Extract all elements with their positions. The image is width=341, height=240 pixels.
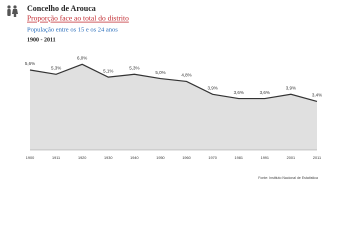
x-tick-label: 1900 [26, 156, 34, 160]
x-tick-label: 2001 [287, 156, 295, 160]
line [29, 63, 318, 103]
x-tick-label: 1950 [156, 156, 164, 160]
x-tick-label: 2011 [313, 156, 321, 160]
data-label: 5,0% [155, 70, 165, 75]
x-tick-label: 1911 [52, 156, 60, 160]
x-tick-label: 1981 [235, 156, 243, 160]
data-label: 4,8% [181, 73, 191, 78]
data-label: 5,3% [51, 65, 61, 70]
source-note: Fonte: Instituto Nacional de Estatística [258, 176, 318, 180]
chart: Concelho de Arouca Proporção face ao tot… [7, 4, 322, 180]
data-label: 6,0% [77, 55, 87, 60]
people-icon [7, 5, 18, 17]
chart-period: 1900 - 2011 [27, 37, 56, 43]
data-label: 3,6% [260, 90, 270, 95]
data-label: 5,3% [129, 65, 139, 70]
x-tick-label: 1920 [78, 156, 86, 160]
x-tick-label: 1960 [182, 156, 190, 160]
data-label: 3,6% [234, 90, 244, 95]
data-label: 3,4% [312, 93, 322, 98]
data-label: 3,9% [286, 85, 296, 90]
chart-description: População entre os 15 e os 24 anos [27, 26, 118, 33]
area [30, 64, 317, 150]
x-tick-label: 1940 [130, 156, 138, 160]
chart-title: Concelho de Arouca [27, 4, 96, 13]
data-label: 3,9% [208, 85, 218, 90]
x-tick-label: 1930 [104, 156, 112, 160]
data-label: 5,1% [103, 68, 113, 73]
x-tick-label: 1970 [208, 156, 216, 160]
chart-subtitle: Proporção face ao total do distrito [27, 14, 129, 23]
data-label: 5,6% [25, 61, 35, 66]
x-tick-label: 1991 [261, 156, 269, 160]
